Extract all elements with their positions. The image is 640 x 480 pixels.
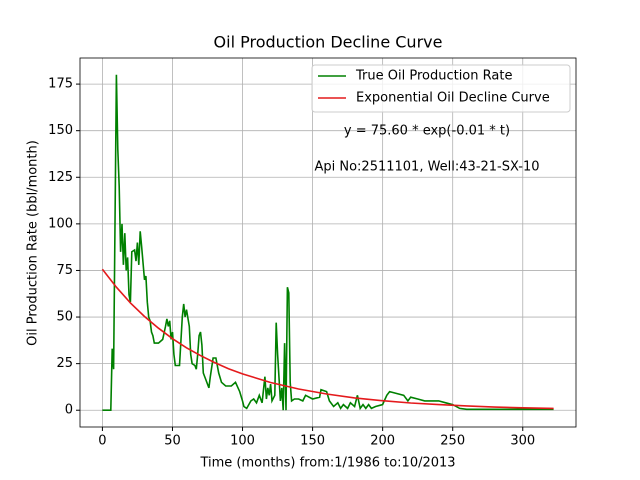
y-tick-label: 125	[48, 170, 73, 185]
annotation: Api No:2511101, Well:43-21-SX-10	[314, 160, 539, 175]
legend-box	[311, 64, 571, 113]
y-axis-label: Oil Production Rate (bbl/month)	[26, 140, 41, 346]
series-line	[102, 74, 554, 411]
legend-label: Exponential Oil Decline Curve	[356, 91, 550, 106]
y-tick-label: 150	[48, 123, 73, 138]
series-line	[101, 268, 554, 410]
x-tick-label: 300	[510, 434, 535, 449]
annotation: y = 75.60 * exp(-0.01 * t)	[344, 124, 510, 139]
x-tick-label: 0	[98, 434, 106, 449]
x-tick-label: 250	[440, 434, 465, 449]
legend-label: True Oil Production Rate	[355, 69, 512, 84]
x-tick-label: 150	[300, 434, 325, 449]
x-tick-label: 100	[230, 434, 255, 449]
chart-title: Oil Production Decline Curve	[214, 33, 443, 52]
y-tick-label: 75	[56, 263, 73, 278]
x-axis-label: Time (months) from:1/1986 to:10/2013	[199, 456, 455, 471]
plot-frame	[79, 57, 577, 428]
x-tick-label: 50	[164, 434, 181, 449]
y-tick-label: 0	[65, 403, 73, 418]
y-tick-label: 175	[48, 77, 73, 92]
x-tick-label: 200	[370, 434, 395, 449]
y-tick-label: 50	[56, 310, 73, 325]
y-tick-label: 100	[48, 216, 73, 231]
y-tick-label: 25	[56, 356, 73, 371]
